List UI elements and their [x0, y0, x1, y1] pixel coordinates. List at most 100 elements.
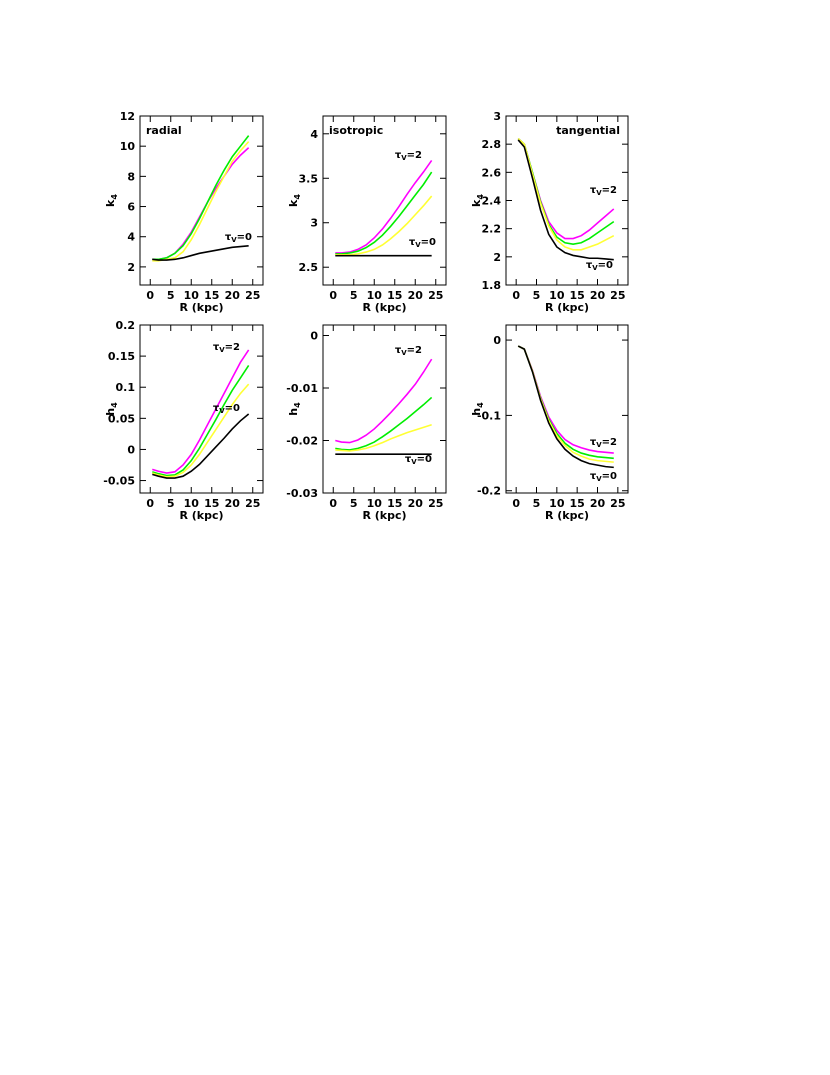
- annotation-symbol: τ: [405, 454, 412, 465]
- annotation-text: =2: [602, 185, 617, 196]
- y-tick-label: 2.4: [482, 195, 502, 208]
- annotation-sub: V: [411, 458, 417, 466]
- y-label-main: k: [287, 199, 300, 207]
- x-tick-label: 15: [204, 289, 219, 302]
- y-tick-label: -0.05: [103, 475, 135, 488]
- annotation-sub: V: [219, 346, 225, 354]
- y-label-main: h: [287, 408, 300, 416]
- plot-frame: [505, 324, 629, 494]
- x-tick-label: 10: [549, 497, 565, 510]
- y-label-main: k: [470, 199, 483, 207]
- x-tick-label: 0: [512, 497, 520, 510]
- annotation: τV=0: [590, 471, 617, 483]
- data-line: [152, 364, 250, 477]
- x-tick-label: 5: [533, 497, 541, 510]
- y-tick-label: 0: [310, 330, 318, 343]
- x-tick-label: 25: [428, 497, 443, 510]
- plot-frame: [322, 324, 447, 494]
- data-line: [335, 358, 433, 444]
- annotation-sub: V: [415, 241, 421, 249]
- x-tick-label: 20: [408, 289, 424, 302]
- x-tick-label: 15: [570, 289, 585, 302]
- y-tick-label: 2: [127, 261, 135, 274]
- x-tick-label: 0: [329, 497, 337, 510]
- x-tick-label: 0: [146, 497, 154, 510]
- data-line: [152, 383, 250, 478]
- y-tick-label: -0.03: [286, 487, 318, 500]
- y-tick-label: 0.1: [116, 381, 136, 394]
- y-tick-label: 2: [493, 251, 501, 264]
- x-tick-label: 25: [610, 497, 625, 510]
- annotation-sub: V: [596, 189, 602, 197]
- panel-title: radial: [146, 124, 182, 137]
- y-tick-label: 4: [310, 128, 318, 141]
- y-label-sub: 4: [110, 402, 119, 408]
- x-tick-label: 0: [146, 289, 154, 302]
- annotation: τV=0: [409, 237, 436, 249]
- y-axis-label: h4: [470, 402, 485, 416]
- y-label-main: h: [470, 408, 483, 416]
- y-tick-label: 6: [127, 201, 135, 214]
- y-label-main: k: [104, 199, 117, 207]
- y-tick-label: -0.01: [286, 382, 318, 395]
- annotation-sub: V: [592, 264, 598, 272]
- x-tick-label: 20: [225, 289, 241, 302]
- data-line: [335, 160, 433, 254]
- x-tick-label: 20: [408, 497, 424, 510]
- annotation-text: =2: [225, 342, 240, 353]
- data-line: [517, 345, 614, 454]
- data-line: [335, 171, 433, 255]
- y-tick-label: 0: [493, 334, 501, 347]
- y-tick-label: -0.02: [286, 435, 318, 448]
- x-tick-label: 10: [367, 289, 383, 302]
- y-tick-label: -0.2: [477, 485, 501, 498]
- annotation-symbol: τ: [409, 237, 416, 248]
- annotation: τV=0: [586, 260, 613, 272]
- plot-area: [335, 358, 433, 455]
- y-tick-label: 3: [493, 110, 501, 123]
- annotation-symbol: τ: [213, 403, 220, 414]
- y-tick-label: 8: [127, 170, 135, 183]
- x-axis-label: R (kpc): [179, 509, 223, 522]
- data-line: [517, 139, 614, 261]
- annotation-symbol: τ: [213, 342, 220, 353]
- y-tick-label: 0.2: [116, 319, 136, 332]
- y-tick-label: 0: [127, 443, 135, 456]
- x-tick-label: 5: [350, 497, 358, 510]
- panel: 0 5 10 15 20 25 1.8 2 2.2 2.4 2.6 2.8 3 R (kpc) k4 tang…: [470, 110, 629, 314]
- y-tick-label: 2.5: [299, 261, 319, 274]
- y-label-sub: 4: [476, 194, 485, 200]
- x-tick-label: 25: [245, 289, 260, 302]
- x-tick-label: 0: [512, 289, 520, 302]
- y-tick-label: 3: [310, 217, 318, 230]
- annotation-symbol: τ: [590, 437, 597, 448]
- y-label-sub: 4: [293, 402, 302, 408]
- data-line: [152, 135, 250, 261]
- y-axis-label: k4: [104, 194, 119, 207]
- annotation-symbol: τ: [590, 471, 597, 482]
- data-line: [335, 195, 433, 256]
- x-axis-label: R (kpc): [362, 509, 406, 522]
- y-tick-label: 12: [120, 110, 135, 123]
- annotation: τV=2: [590, 437, 617, 449]
- x-tick-label: 10: [367, 497, 383, 510]
- data-line: [335, 423, 432, 452]
- annotation-symbol: τ: [395, 345, 402, 356]
- x-tick-label: 5: [167, 497, 175, 510]
- data-line: [152, 413, 250, 479]
- plot-area: [517, 345, 614, 469]
- annotation-text: =0: [237, 232, 252, 243]
- plot-area: [152, 349, 250, 479]
- annotation-symbol: τ: [590, 185, 597, 196]
- annotation-text: =0: [421, 237, 436, 248]
- y-tick-label: 1.8: [482, 279, 502, 292]
- annotation-sub: V: [596, 441, 602, 449]
- annotation-text: =0: [602, 471, 617, 482]
- annotation: τV=0: [225, 232, 252, 244]
- annotation: τV=2: [590, 185, 617, 197]
- y-label-sub: 4: [293, 194, 302, 200]
- annotation-sub: V: [401, 154, 407, 162]
- x-tick-label: 10: [549, 289, 565, 302]
